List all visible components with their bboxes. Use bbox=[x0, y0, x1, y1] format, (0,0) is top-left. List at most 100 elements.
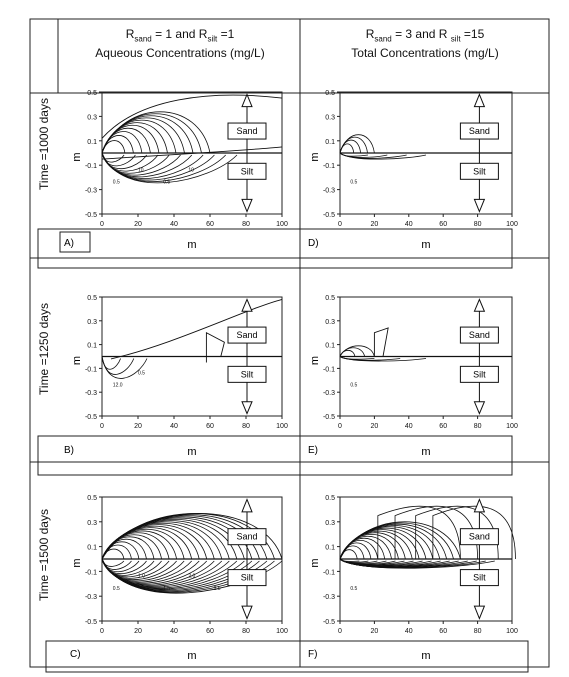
silt-box bbox=[459, 365, 499, 383]
contour-upper bbox=[339, 134, 375, 154]
contour-lower bbox=[101, 152, 238, 184]
contour-upper bbox=[101, 113, 202, 154]
y-tick-label: -0.5 bbox=[323, 212, 335, 219]
silt-label: Silt bbox=[473, 369, 486, 379]
contour-label: 1.0 bbox=[138, 574, 145, 580]
x-tick-label: 40 bbox=[170, 628, 178, 635]
row-label-1250-days: Time =1250 days bbox=[37, 303, 51, 395]
contour-lower bbox=[339, 152, 388, 158]
x-tick-label: 60 bbox=[206, 423, 214, 430]
x-axis-label: m bbox=[187, 446, 196, 458]
contour-label: 2.0 bbox=[188, 574, 195, 580]
contour-lobe bbox=[377, 505, 461, 560]
contour-upper bbox=[101, 528, 185, 560]
y-axis-label: m bbox=[309, 558, 321, 567]
contour-envelope bbox=[101, 94, 283, 139]
contour-upper bbox=[339, 529, 420, 560]
panel-id: C) bbox=[70, 649, 81, 660]
contour-lines bbox=[339, 134, 427, 160]
contour-label: 10 bbox=[138, 167, 144, 173]
contour-label: 10 bbox=[188, 167, 194, 173]
y-tick-label: 0.5 bbox=[87, 495, 97, 502]
y-tick-label: 0.1 bbox=[325, 545, 335, 552]
y-tick-label: -0.1 bbox=[85, 569, 97, 576]
x-tick-label: 0 bbox=[338, 221, 342, 228]
contour-lower bbox=[339, 356, 427, 362]
y-axis-label: m bbox=[71, 152, 83, 161]
x-tick-label: 60 bbox=[439, 221, 447, 228]
y-axis-label: m bbox=[309, 152, 321, 161]
sand-box bbox=[227, 122, 267, 140]
sand-label: Sand bbox=[469, 126, 490, 136]
panel-c: 0.5 0.3 0.1 -0.1 -0.3 -0.50 20 40 60 80 100 m 0.5 1.0… bbox=[70, 495, 288, 662]
panel-b: 0.5 0.3 0.1 -0.1 -0.3 -0.50 20 40 60 80 100 m 12.0 0.… bbox=[64, 295, 288, 458]
contour-upper bbox=[101, 513, 283, 560]
arrow-down-icon bbox=[241, 605, 253, 620]
silt-box bbox=[459, 569, 499, 587]
x-tick-label: 0 bbox=[100, 423, 104, 430]
caption-bar-2 bbox=[37, 435, 513, 476]
y-tick-label: 0.5 bbox=[87, 295, 97, 302]
y-tick-label: 0.5 bbox=[87, 90, 97, 97]
x-tick-label: 20 bbox=[134, 221, 142, 228]
panel-e: 0.5 0.3 0.1 -0.1 -0.3 -0.50 20 40 60 80 100 m 0.5 San… bbox=[308, 295, 518, 458]
arrow-down-icon bbox=[473, 401, 486, 415]
y-tick-label: 0.3 bbox=[87, 520, 97, 527]
x-tick-label: 20 bbox=[134, 628, 142, 635]
y-axis-label: m bbox=[309, 356, 321, 365]
x-axis-label: m bbox=[187, 239, 196, 251]
y-axis-label: m bbox=[71, 356, 83, 365]
x-axis-label: m bbox=[421, 446, 430, 458]
x-tick-label: 80 bbox=[474, 628, 482, 635]
contour-label: 0.5 bbox=[113, 180, 120, 186]
contour-lines bbox=[339, 505, 516, 569]
x-tick-label: 100 bbox=[276, 628, 288, 635]
contour-upper bbox=[101, 131, 143, 154]
sand-label: Sand bbox=[469, 330, 490, 340]
y-tick-label: -0.5 bbox=[85, 212, 97, 219]
contour-lower bbox=[339, 152, 427, 160]
y-tick-label: 0.1 bbox=[325, 343, 335, 350]
row-label-1500-days: Time =1500 days bbox=[37, 509, 51, 601]
panel-id-box bbox=[59, 231, 91, 253]
contour-label: 0.5 bbox=[163, 180, 170, 186]
y-tick-label: -0.1 bbox=[85, 163, 97, 170]
contour-lower bbox=[339, 558, 495, 569]
x-tick-label: 80 bbox=[474, 221, 482, 228]
sand-box bbox=[459, 528, 499, 546]
y-tick-label: 0.1 bbox=[87, 545, 97, 552]
x-tick-label: 20 bbox=[371, 221, 379, 228]
contour-envelope bbox=[101, 146, 283, 160]
y-tick-label: -0.3 bbox=[85, 390, 97, 397]
contour-label: 1.5 bbox=[163, 586, 170, 592]
x-tick-label: 100 bbox=[506, 423, 518, 430]
x-tick-label: 40 bbox=[405, 628, 413, 635]
y-tick-label: 0.3 bbox=[325, 114, 335, 121]
x-tick-label: 40 bbox=[170, 423, 178, 430]
y-tick-label: -0.5 bbox=[85, 619, 97, 626]
silt-box bbox=[227, 365, 267, 383]
contour-label: 0.5 bbox=[113, 586, 120, 592]
y-tick-label: -0.3 bbox=[323, 594, 335, 601]
contour-label: 2.5 bbox=[214, 586, 221, 592]
silt-label: Silt bbox=[241, 369, 254, 379]
x-tick-label: 40 bbox=[405, 423, 413, 430]
x-tick-label: 100 bbox=[276, 423, 288, 430]
outer-border bbox=[29, 18, 550, 668]
y-tick-label: -0.1 bbox=[85, 366, 97, 373]
contour-label: 0.5 bbox=[350, 382, 357, 388]
sand-label: Sand bbox=[469, 532, 490, 542]
y-tick-label: -0.3 bbox=[323, 188, 335, 195]
x-tick-label: 60 bbox=[439, 423, 447, 430]
panel-id: D) bbox=[308, 238, 319, 249]
contour-label: 0.5 bbox=[350, 180, 357, 186]
contour-upper bbox=[101, 115, 194, 154]
y-tick-label: -0.3 bbox=[85, 594, 97, 601]
silt-label: Silt bbox=[241, 573, 254, 583]
x-tick-label: 80 bbox=[242, 221, 250, 228]
arrow-up-icon bbox=[241, 93, 253, 108]
right-column-header: Rsand = 3 and R silt =15 Total Concentra… bbox=[351, 27, 499, 61]
y-tick-label: -0.3 bbox=[323, 390, 335, 397]
contour-lines bbox=[101, 298, 283, 379]
